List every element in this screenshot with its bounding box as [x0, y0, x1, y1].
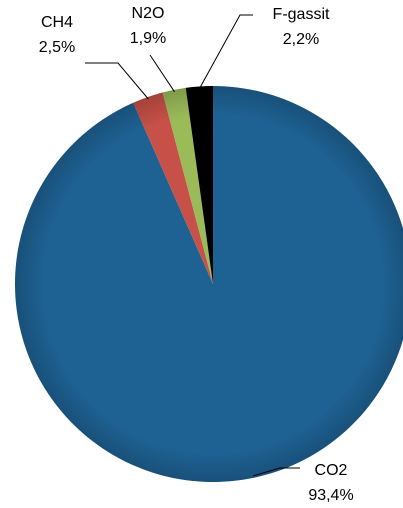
slice-value-co2: 93,4%	[308, 487, 353, 504]
slice-value-n2o: 1,9%	[130, 30, 166, 47]
leader-line-n2o	[149, 54, 175, 93]
slice-value-ch4: 2,5%	[39, 39, 75, 56]
leader-line-f-gassit	[199, 14, 253, 89]
slice-label-f-gassit: F-gassit 2,2%	[273, 6, 330, 48]
slice-value-f-gassit: 2,2%	[283, 31, 319, 48]
leader-line-co2	[253, 467, 300, 477]
slice-label-n2o: N2O 1,9%	[130, 5, 166, 47]
pie-edge-shade	[15, 86, 403, 482]
slice-name-f-gassit: F-gassit	[273, 6, 330, 23]
slice-label-ch4: CH4 2,5%	[39, 14, 75, 56]
slice-name-ch4: CH4	[41, 14, 73, 31]
slice-name-n2o: N2O	[132, 5, 165, 22]
leader-lines	[85, 14, 300, 477]
slice-name-co2: CO2	[315, 462, 348, 479]
slice-label-co2: CO2 93,4%	[308, 462, 353, 504]
leader-line-ch4	[85, 62, 149, 100]
pie-edge-shading	[15, 86, 403, 482]
